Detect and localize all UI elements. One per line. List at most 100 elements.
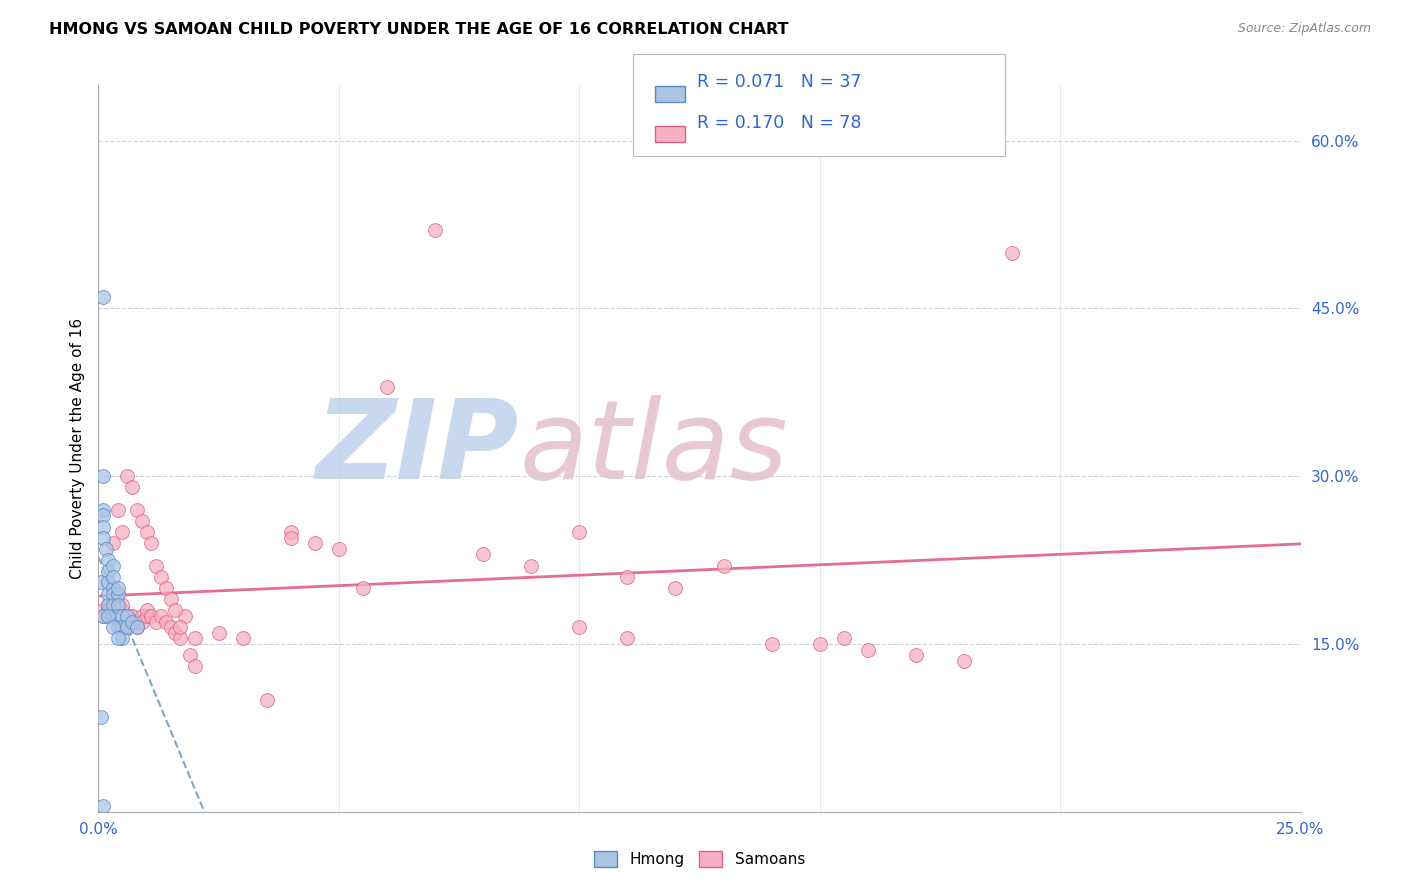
Point: [121, 609, 143, 624]
Point: [90, 709, 112, 723]
Point: [121, 609, 143, 624]
Point: [91, 609, 114, 624]
Point: [101, 587, 124, 601]
Point: [149, 570, 172, 584]
Point: [183, 632, 205, 646]
Point: [141, 536, 163, 550]
Point: [101, 598, 124, 612]
Text: ZIP: ZIP: [316, 395, 519, 501]
Point: [111, 632, 134, 646]
Point: [208, 625, 231, 640]
Point: [111, 609, 134, 624]
Point: [145, 558, 167, 573]
Point: [117, 609, 139, 624]
Point: [568, 620, 591, 634]
Point: [145, 615, 167, 629]
Text: Source: ZipAtlas.com: Source: ZipAtlas.com: [1237, 22, 1371, 36]
Text: R = 0.170   N = 78: R = 0.170 N = 78: [697, 114, 862, 132]
Point: [953, 654, 976, 668]
Point: [97, 609, 120, 624]
Legend: Hmong, Samoans: Hmong, Samoans: [588, 845, 811, 873]
Point: [101, 609, 124, 624]
Point: [101, 558, 124, 573]
Point: [111, 598, 134, 612]
Point: [131, 609, 153, 624]
Point: [616, 570, 638, 584]
Point: [111, 620, 134, 634]
Point: [97, 609, 120, 624]
Point: [107, 587, 129, 601]
Point: [117, 469, 139, 483]
Point: [169, 620, 191, 634]
Point: [101, 570, 124, 584]
Point: [97, 598, 120, 612]
Point: [121, 480, 143, 494]
Point: [472, 548, 495, 562]
Point: [111, 603, 134, 617]
Point: [761, 637, 783, 651]
Point: [125, 620, 148, 634]
Point: [111, 525, 134, 540]
Point: [111, 609, 134, 624]
Point: [232, 632, 254, 646]
Point: [117, 615, 139, 629]
Point: [179, 648, 201, 662]
Point: [111, 609, 134, 624]
Point: [91, 502, 114, 516]
Point: [107, 581, 129, 595]
Point: [101, 581, 124, 595]
Point: [520, 558, 543, 573]
Point: [174, 609, 197, 624]
Point: [91, 290, 114, 304]
Y-axis label: Child Poverty Under the Age of 16: Child Poverty Under the Age of 16: [69, 318, 84, 579]
Point: [107, 620, 129, 634]
Point: [91, 609, 114, 624]
Point: [117, 620, 139, 634]
Point: [97, 564, 120, 578]
Point: [121, 615, 143, 629]
Point: [135, 609, 157, 624]
Point: [107, 603, 129, 617]
Point: [97, 575, 120, 590]
Point: [91, 519, 114, 533]
Point: [117, 609, 139, 624]
Point: [375, 380, 398, 394]
Point: [131, 514, 153, 528]
Point: [713, 558, 735, 573]
Point: [101, 620, 124, 634]
Point: [808, 637, 831, 651]
Point: [91, 603, 114, 617]
Point: [304, 536, 326, 550]
Point: [832, 632, 855, 646]
Point: [568, 525, 591, 540]
Point: [91, 469, 114, 483]
Point: [135, 603, 157, 617]
Point: [125, 615, 148, 629]
Point: [107, 632, 129, 646]
Point: [125, 620, 148, 634]
Point: [616, 632, 638, 646]
Point: [94, 541, 117, 556]
Point: [165, 603, 187, 617]
Point: [101, 536, 124, 550]
Point: [141, 609, 163, 624]
Point: [121, 615, 143, 629]
Point: [149, 609, 172, 624]
Point: [165, 625, 187, 640]
Point: [183, 659, 205, 673]
Point: [159, 620, 181, 634]
Point: [664, 581, 686, 595]
Point: [117, 620, 139, 634]
Point: [91, 799, 114, 814]
Point: [904, 648, 927, 662]
Point: [97, 598, 120, 612]
Point: [256, 693, 278, 707]
Point: [107, 598, 129, 612]
Point: [135, 525, 157, 540]
Point: [159, 592, 181, 607]
Point: [97, 587, 120, 601]
Text: R = 0.071   N = 37: R = 0.071 N = 37: [697, 73, 862, 91]
Point: [101, 581, 124, 595]
Point: [90, 575, 112, 590]
Point: [107, 587, 129, 601]
